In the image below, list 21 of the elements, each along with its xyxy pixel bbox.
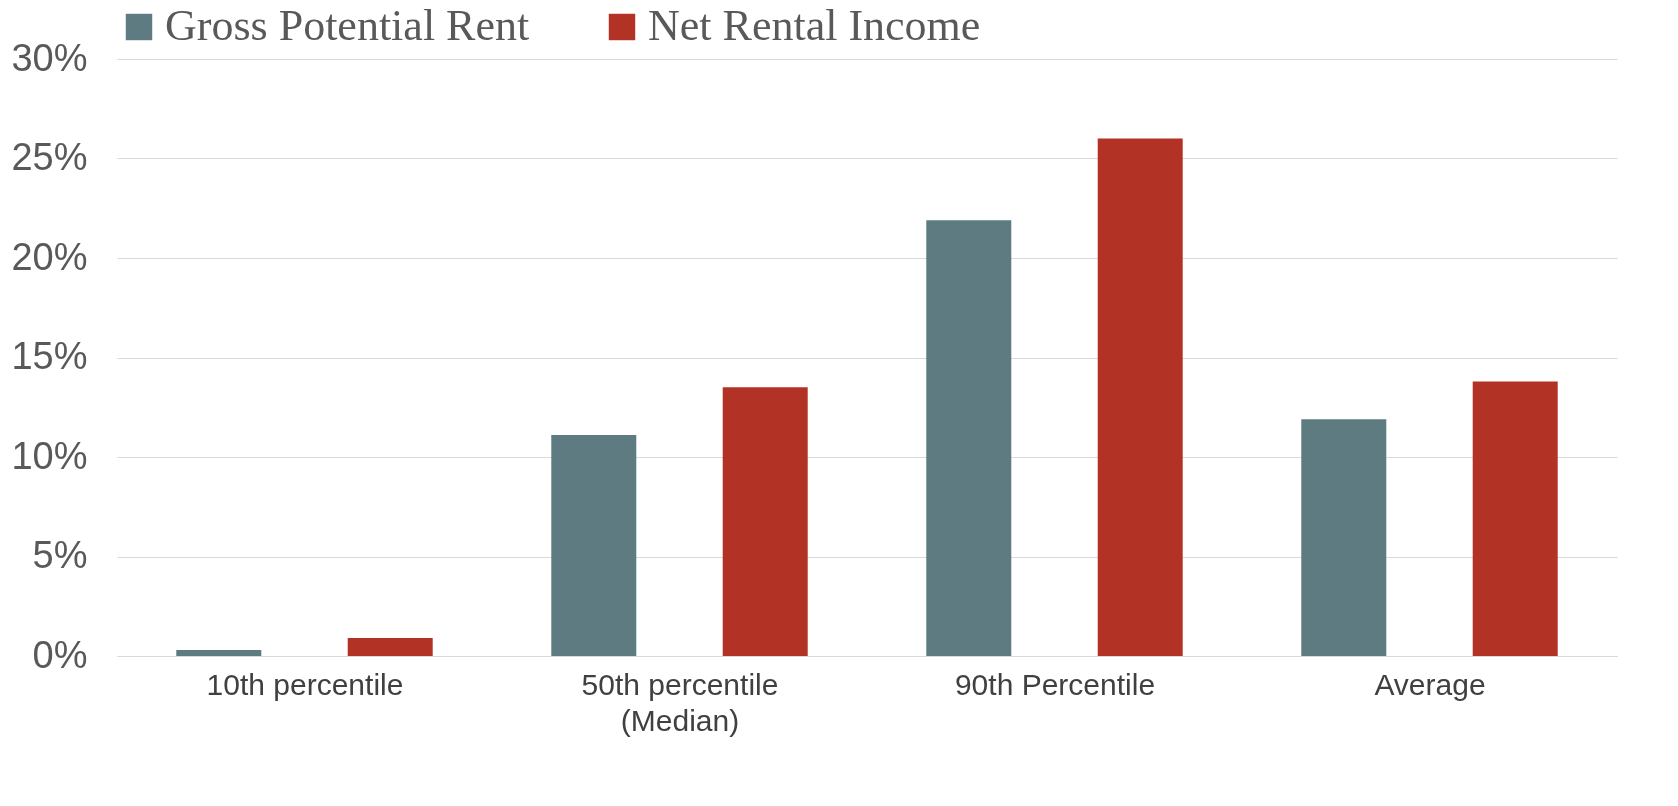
legend-label: Net Rental Income xyxy=(648,1,981,50)
x-tick-label: 50th percentile (Median) xyxy=(581,667,779,737)
bar xyxy=(1472,381,1558,656)
x-tick-label: 10th percentile xyxy=(206,667,404,701)
y-tick-label: 25% xyxy=(11,136,88,178)
bar xyxy=(551,435,637,656)
y-tick-label: 30% xyxy=(11,36,88,79)
x-tick-label: Average xyxy=(1374,667,1486,701)
legend-label: Gross Potential Rent xyxy=(165,1,530,50)
bar xyxy=(176,650,262,656)
y-tick-label: 20% xyxy=(11,235,88,278)
bar xyxy=(1301,419,1387,656)
bar xyxy=(926,220,1012,656)
bar xyxy=(722,387,808,656)
y-tick-label: 10% xyxy=(11,434,88,477)
bar xyxy=(1097,138,1183,656)
x-tick-label: 90th Percentile xyxy=(954,667,1156,701)
bar xyxy=(347,638,433,656)
y-tick-label: 5% xyxy=(32,534,88,576)
y-tick-label: 15% xyxy=(11,335,88,377)
y-tick-label: 0% xyxy=(32,633,88,676)
